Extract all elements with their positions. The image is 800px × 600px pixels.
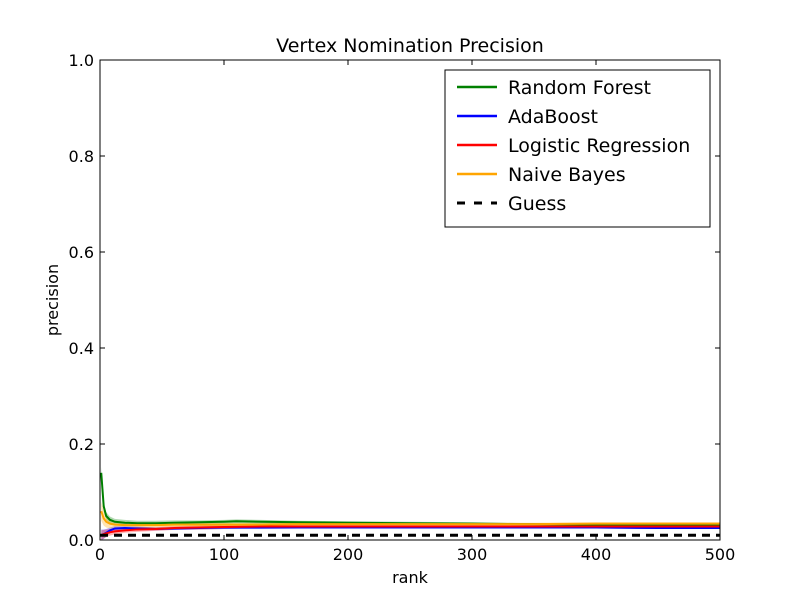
y-tick-label: 0.0 xyxy=(69,531,94,550)
chart-title: Vertex Nomination Precision xyxy=(276,35,544,57)
y-tick-label: 0.8 xyxy=(69,147,94,166)
logistic-regression-line xyxy=(100,525,720,537)
x-tick-label: 0 xyxy=(95,545,105,564)
x-tick-label: 300 xyxy=(457,545,488,564)
series-lines xyxy=(100,472,721,537)
legend-box xyxy=(444,69,711,228)
legend-label-guess: Guess xyxy=(508,193,566,215)
legend: Random Forest AdaBoost Logistic Regression… xyxy=(444,69,711,228)
legend-label-naive-bayes: Naive Bayes xyxy=(508,164,626,186)
x-tick-label: 100 xyxy=(209,545,240,564)
legend-label-adaboost: AdaBoost xyxy=(508,106,598,128)
axis-ticks: 0 100 200 300 400 500 0.0 0.2 0.4 0.6 0.8 1.0 xyxy=(69,51,736,564)
x-tick-label: 500 xyxy=(705,545,736,564)
x-axis-label: rank xyxy=(392,568,429,587)
legend-label-logistic-regression: Logistic Regression xyxy=(508,135,690,157)
random-forest-band xyxy=(101,467,721,527)
random-forest-line xyxy=(100,472,721,527)
naive-bayes-line xyxy=(100,510,720,527)
y-tick-label: 0.6 xyxy=(69,243,94,262)
plot-frame xyxy=(99,59,721,541)
x-tick-label: 200 xyxy=(333,545,364,564)
x-tick-label: 400 xyxy=(581,545,612,564)
legend-label-random-forest: Random Forest xyxy=(508,77,651,99)
y-tick-label: 1.0 xyxy=(69,51,94,70)
y-axis-label: precision xyxy=(43,264,62,336)
y-tick-label: 0.4 xyxy=(69,339,94,358)
y-tick-label: 0.2 xyxy=(69,435,94,454)
